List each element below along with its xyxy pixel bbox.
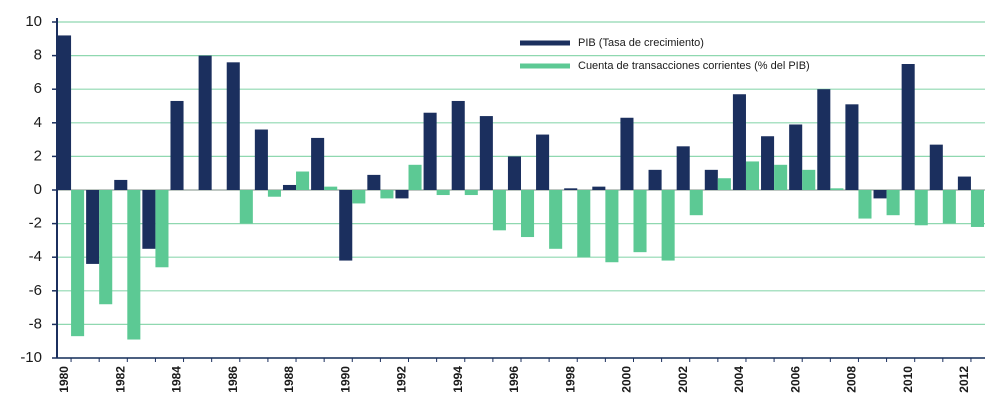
- bar: [367, 174, 381, 190]
- bar: [267, 190, 281, 197]
- bar: [717, 178, 731, 190]
- bar: [817, 89, 831, 190]
- y-tick-label: 0: [34, 181, 42, 198]
- bar: [380, 190, 394, 199]
- bar: [605, 190, 619, 263]
- x-tick-label: 1980: [57, 366, 71, 393]
- x-tick-label: 1984: [170, 366, 184, 393]
- bar: [901, 64, 915, 190]
- bar: [704, 169, 718, 190]
- x-tick-label: 2002: [676, 366, 690, 393]
- bar: [254, 129, 268, 190]
- bar: [549, 190, 563, 249]
- bar: [873, 190, 887, 199]
- x-tick-label: 1990: [338, 366, 352, 393]
- x-tick-label: 1992: [395, 366, 409, 393]
- bar: [155, 190, 169, 268]
- bar: [620, 117, 634, 190]
- bar: [99, 190, 113, 305]
- bar: [282, 184, 297, 190]
- y-tick-label: 2: [34, 147, 42, 164]
- bar: [423, 112, 437, 190]
- bar: [745, 161, 760, 190]
- bar: [970, 190, 984, 227]
- bar: [732, 94, 746, 190]
- x-tick-label: 1982: [113, 366, 127, 393]
- bar: [408, 164, 422, 190]
- x-tick-label: 2010: [901, 366, 915, 393]
- bar: [395, 190, 409, 199]
- y-tick-label: -6: [29, 282, 42, 299]
- bar: [789, 124, 803, 190]
- bar: [886, 190, 900, 216]
- bar: [324, 186, 338, 190]
- bar: [929, 144, 943, 190]
- bar: [592, 186, 606, 190]
- y-tick-label: -2: [29, 215, 42, 232]
- x-tick-label: 2006: [788, 366, 802, 393]
- bar: [71, 190, 85, 337]
- bar: [296, 171, 310, 190]
- bar: [86, 190, 100, 264]
- x-tick-label: 2008: [845, 366, 859, 393]
- bar: [942, 190, 956, 224]
- y-tick-label: -8: [29, 315, 42, 332]
- bar: [436, 190, 450, 196]
- bar: [127, 190, 141, 340]
- bar: [689, 190, 703, 216]
- bar: [536, 134, 550, 190]
- y-tick-label: 6: [34, 80, 42, 97]
- y-tick-label: -4: [29, 248, 42, 265]
- bar: [451, 100, 465, 190]
- bar: [479, 116, 493, 190]
- bar: [761, 136, 775, 190]
- bar: [676, 146, 690, 190]
- bar: [464, 190, 478, 196]
- bar: [802, 169, 816, 190]
- bar: [633, 190, 647, 253]
- x-tick-label: 1998: [563, 366, 577, 393]
- x-tick-label: 2012: [957, 366, 971, 393]
- y-tick-label: 4: [34, 114, 42, 131]
- bar: [774, 164, 788, 190]
- bar: [648, 169, 662, 190]
- legend-label: Cuenta de transacciones corrientes (% de…: [578, 60, 810, 72]
- bar: [239, 190, 253, 224]
- bar: [661, 190, 675, 261]
- bar: [339, 190, 353, 261]
- bar: [577, 190, 591, 258]
- legend-label: PIB (Tasa de crecimiento): [578, 37, 704, 49]
- bar: [507, 156, 521, 190]
- x-tick-label: 2004: [732, 366, 746, 393]
- bar: [845, 104, 859, 190]
- bar: [564, 188, 578, 190]
- x-tick-label: 1994: [451, 366, 465, 393]
- y-tick-label: -10: [20, 349, 42, 366]
- bar: [957, 176, 971, 190]
- bar: [170, 100, 184, 190]
- bar: [914, 190, 928, 226]
- bar: [311, 137, 325, 190]
- x-tick-label: 2000: [620, 366, 634, 393]
- x-tick-label: 1986: [226, 366, 240, 393]
- bar: [198, 55, 212, 190]
- x-tick-label: 1996: [507, 366, 521, 393]
- y-tick-label: 8: [34, 47, 42, 64]
- bar: [492, 190, 506, 231]
- x-tick-label: 1988: [282, 366, 296, 393]
- bar: [830, 188, 844, 190]
- bar: [521, 190, 535, 238]
- y-tick-label: 10: [25, 13, 42, 30]
- bar: [58, 35, 72, 190]
- bar: [114, 179, 128, 190]
- bar: [858, 190, 872, 219]
- bar: [142, 190, 156, 249]
- bar: [226, 62, 240, 190]
- bar: [352, 190, 366, 204]
